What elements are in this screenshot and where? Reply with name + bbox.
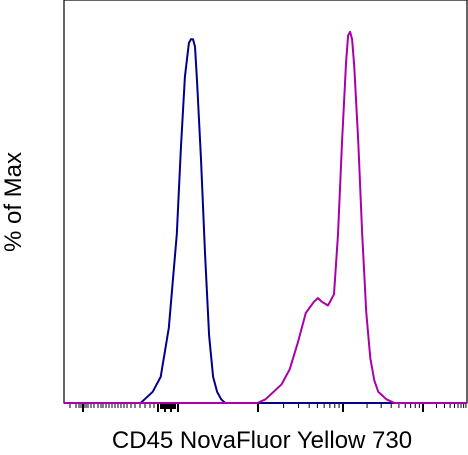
x-axis-label: CD45 NovaFluor Yellow 730 [112, 427, 412, 454]
plot-frame [63, 0, 468, 404]
y-axis-label: % of Max [0, 152, 27, 252]
x-axis-ticks [69, 403, 467, 412]
series-line-2 [64, 30, 467, 404]
series-layer [64, 30, 467, 404]
series-line-1 [64, 38, 467, 404]
